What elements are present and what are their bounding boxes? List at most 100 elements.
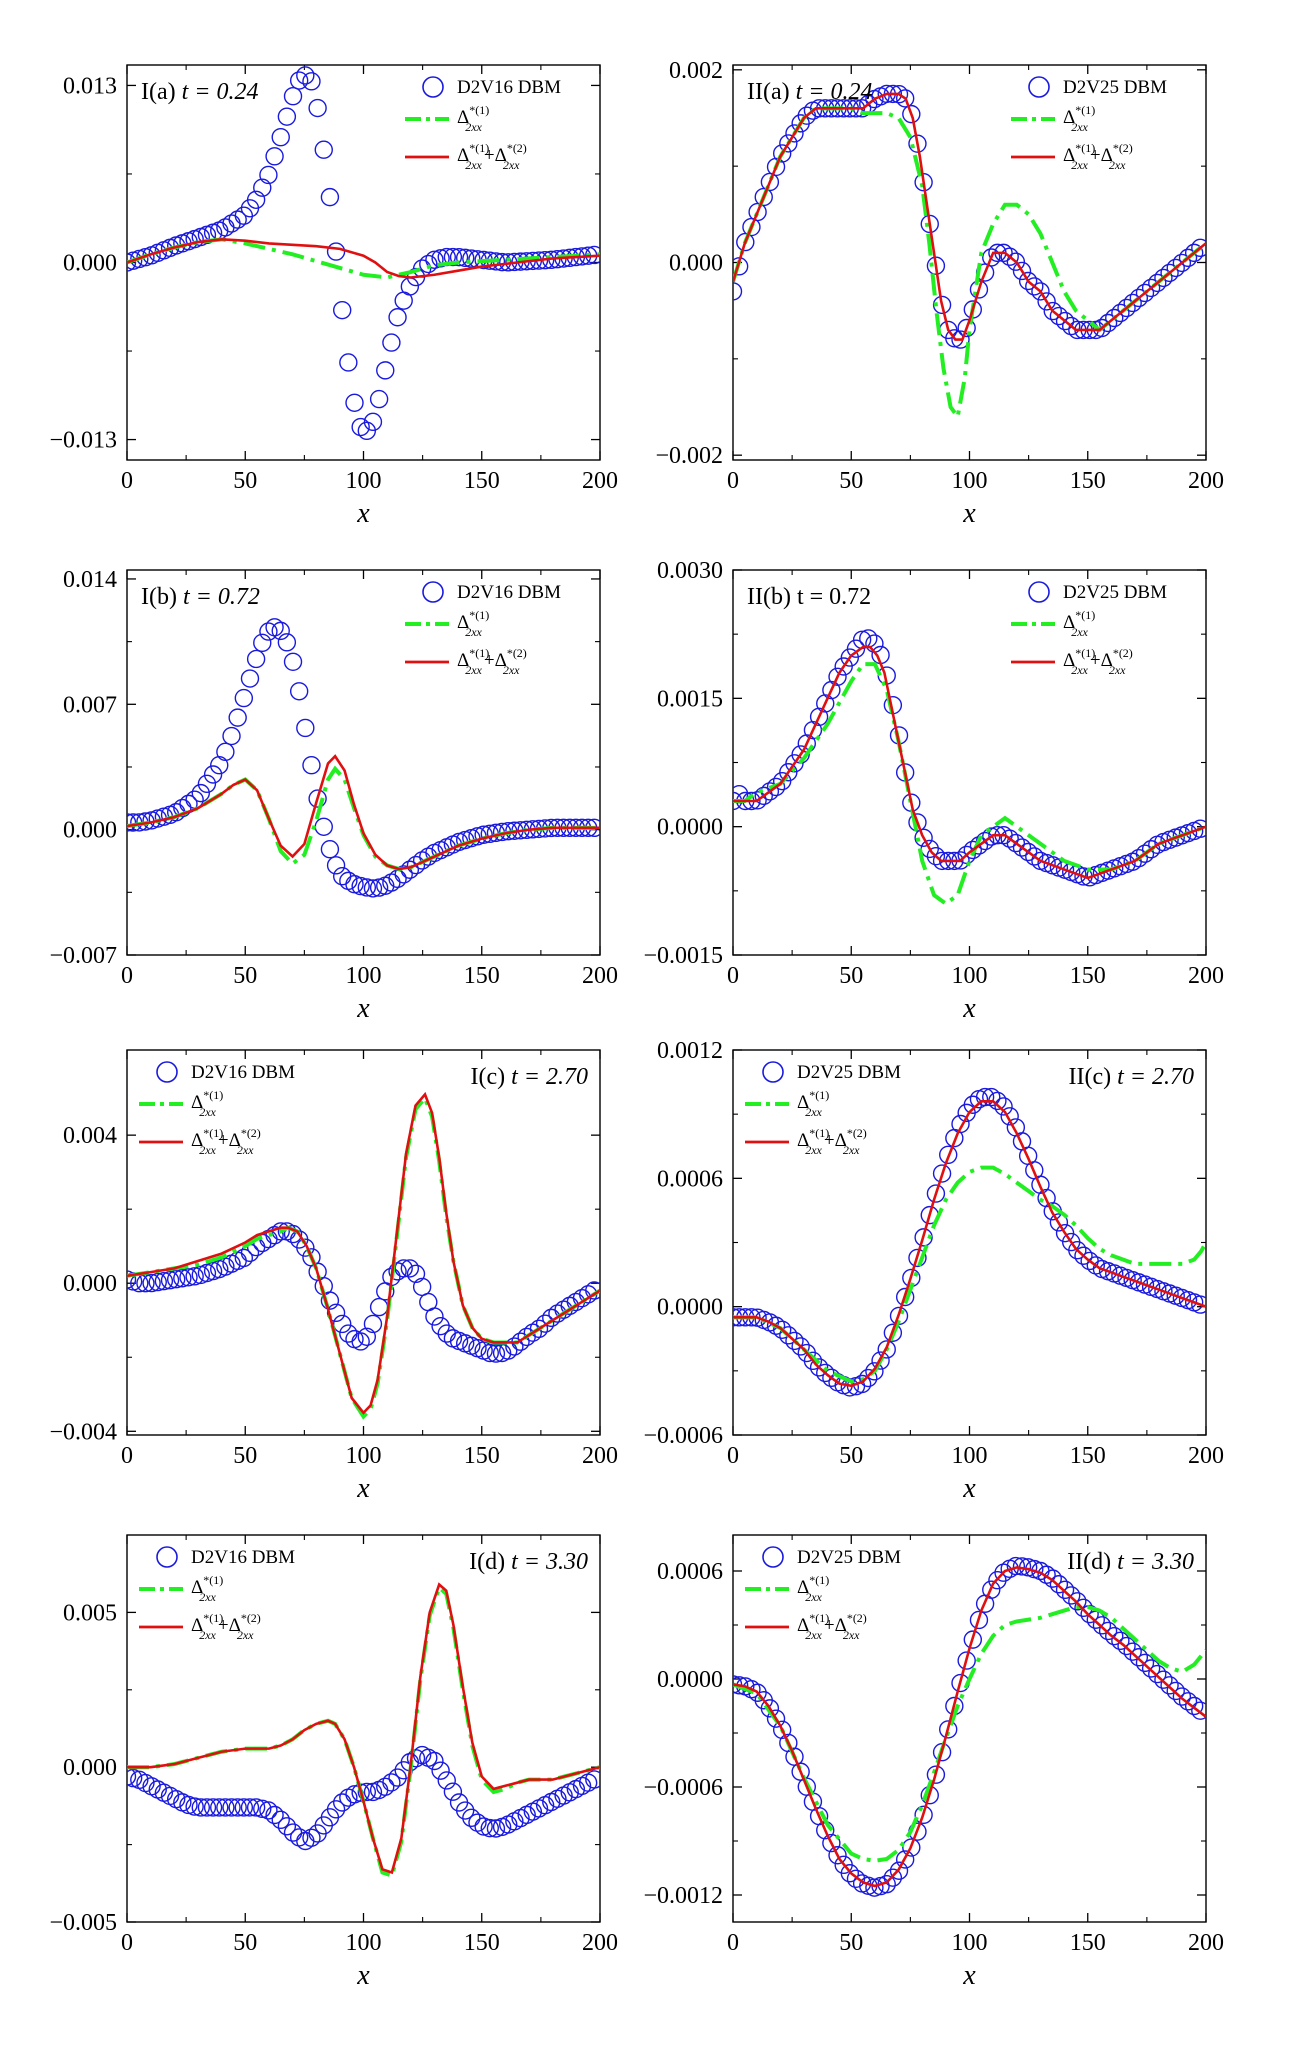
x-tick-label: 150 (1070, 1443, 1106, 1469)
dbm-point (785, 754, 804, 773)
dbm-point (914, 1228, 933, 1247)
dbm-point (834, 657, 853, 676)
dbm-point (308, 789, 327, 808)
series-group (127, 1582, 600, 1879)
legend-dbm-marker (422, 76, 444, 98)
x-tick-label: 100 (346, 468, 382, 494)
y-tick-label: 0.0015 (657, 686, 723, 712)
dbm-point (302, 72, 321, 91)
dbm-point (296, 1238, 315, 1257)
x-tick-label: 50 (233, 963, 257, 989)
dbm-point (376, 1777, 395, 1796)
series-first-order (733, 106, 1206, 422)
dbm-point (289, 71, 309, 90)
dbm-point (982, 1580, 1001, 1599)
panel-iic: 0 50 100 150 200 −0.0006 0.0000 0.0006 0.0012 x II… (643, 1038, 1224, 1504)
dbm-point (388, 1768, 407, 1787)
dbm-point (1061, 1586, 1081, 1605)
dbm-point (766, 777, 786, 797)
dbm-point (840, 1864, 860, 1883)
dbm-point (1037, 1565, 1056, 1584)
dbm-point (772, 771, 792, 791)
dbm-point (265, 147, 284, 166)
x-tick-label: 50 (839, 963, 863, 989)
x-tick-label: 150 (464, 1443, 500, 1469)
dbm-point (828, 667, 847, 686)
dbm-point (1105, 308, 1124, 328)
panel-ic: 0 50 100 150 200 −0.004 0.000 0.004 x I(c) t = 2.… (49, 1049, 618, 1504)
dbm-point (437, 1771, 456, 1790)
dbm-point (1184, 243, 1204, 263)
dbm-point (369, 389, 389, 409)
dbm-point (772, 1320, 792, 1339)
panel-ia: 0 50 100 150 200 −0.013 0.000 0.013 x I(a) t = 0.… (49, 64, 618, 529)
plot-frame (126, 569, 601, 956)
dbm-point (982, 248, 1001, 267)
dbm-point (1191, 819, 1206, 838)
dbm-point (271, 1810, 290, 1830)
panel-label: II(c) t = 2.70 (1069, 1064, 1195, 1090)
dbm-point (388, 308, 407, 327)
legend-dbm-label: D2V25 DBM (797, 1062, 901, 1083)
x-tick-label: 200 (1188, 1443, 1224, 1469)
dbm-point (1006, 833, 1026, 853)
series-second-order (733, 645, 1206, 880)
y-tick-label: −0.0006 (643, 1775, 723, 1801)
dbm-point (412, 1277, 432, 1297)
dbm-point (363, 1314, 383, 1334)
panel-label: II(b) t = 0.72 (747, 584, 871, 610)
dbm-point (127, 1270, 137, 1289)
dbm-point (1061, 316, 1081, 336)
panel-iib: 0 50 100 150 200 −0.0015 0.0000 0.0015 0.0030 x II… (643, 558, 1224, 1024)
legend-first-label: Δ*(1) 2xx (1063, 103, 1095, 134)
series-group (733, 1087, 1206, 1397)
dbm-point (265, 1805, 284, 1825)
dbm-point (883, 1323, 903, 1342)
dbm-point (585, 1770, 600, 1789)
dbm-point (480, 1818, 499, 1838)
y-tick-label: −0.005 (49, 1910, 117, 1936)
dbm-point (859, 1368, 878, 1388)
legend: D2V16 DBM Δ*(1) 2xx Δ*(1) 2xx +Δ*(2) 2xx (139, 1061, 295, 1157)
dbm-point (914, 1805, 933, 1825)
dbm-point (1000, 1107, 1019, 1126)
x-tick-label: 0 (727, 468, 739, 494)
legend-first-label: Δ*(1) 2xx (457, 608, 489, 639)
x-tick-label: 100 (952, 1443, 988, 1469)
x-tick-label: 0 (121, 963, 133, 989)
x-tick-label: 0 (121, 1443, 133, 1469)
dbm-point (369, 1297, 389, 1317)
dbm-point (431, 1316, 450, 1336)
dbm-point (1068, 1592, 1087, 1611)
x-axis-label: x (962, 498, 976, 529)
dbm-point (234, 1248, 254, 1268)
x-tick-label: 50 (839, 468, 863, 494)
dbm-point (1037, 292, 1056, 311)
dbm-point (259, 165, 278, 185)
x-tick-label: 50 (233, 1443, 257, 1469)
x-tick-label: 0 (727, 1930, 739, 1956)
series-first-order (733, 1605, 1206, 1863)
dbm-point (766, 1709, 786, 1728)
series-second-order (733, 1100, 1206, 1388)
dbm-point (1049, 1213, 1069, 1232)
legend-dbm-label: D2V16 DBM (191, 1062, 295, 1083)
dbm-point (400, 277, 420, 296)
dbm-point (1135, 1653, 1155, 1673)
panel-label: II(d) t = 3.30 (1067, 1549, 1194, 1575)
dbm-point (883, 1868, 903, 1887)
dbm-point (148, 1272, 167, 1292)
dbm-point (865, 1878, 884, 1897)
series-second-order (733, 92, 1206, 341)
dbm-point (462, 1808, 481, 1828)
dbm-point (754, 786, 773, 806)
dbm-point (1006, 1556, 1026, 1576)
dbm-point (1160, 263, 1179, 283)
series-first-order (733, 1165, 1206, 1384)
dbm-point (809, 1358, 829, 1377)
x-tick-label: 50 (233, 468, 257, 494)
dbm-point (326, 1800, 346, 1819)
dbm-point (455, 248, 475, 268)
dbm-point (277, 1817, 297, 1836)
dbm-point (142, 1273, 161, 1293)
